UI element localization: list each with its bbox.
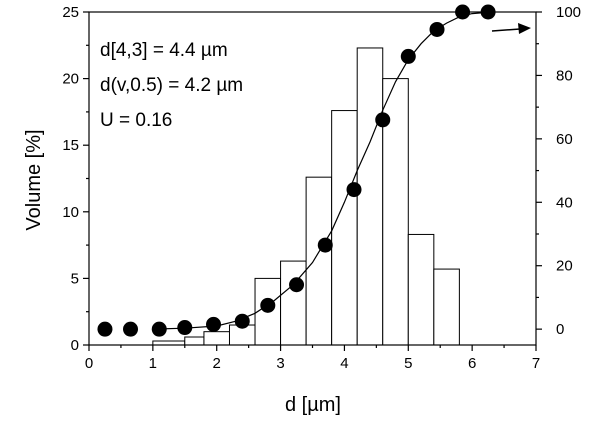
cumulative-point [234,313,250,329]
y2-tick-label: 100 [556,4,581,21]
x-axis-ticks: 0 1 2 3 4 5 6 7 [85,345,540,372]
histogram-bar [203,331,230,346]
x-tick-label: 5 [404,355,412,372]
x-tick-label: 4 [340,355,348,372]
cumulative-points [97,4,496,337]
cumulative-point [206,316,222,332]
x-tick-label: 2 [213,355,221,372]
cumulative-point [400,48,416,64]
histogram-bar [356,47,384,346]
y2-tick-label: 20 [556,258,573,275]
histogram-bars [152,47,460,346]
x-tick-label: 0 [85,355,93,372]
y-tick-label: 5 [71,270,79,287]
y-tick-label: 0 [71,337,79,354]
x-tick-label: 7 [532,355,540,372]
x-axis-title: d [µm] [285,394,341,416]
cumulative-point [260,297,276,313]
cumulative-point [123,321,139,337]
y-axis-ticks: 0 5 10 15 20 25 [62,4,89,354]
y2-tick-label: 60 [556,131,573,148]
y2-axis-ticks: 0 20 40 60 80 100 [536,4,581,338]
cumulative-point [429,21,445,37]
cumulative-point [151,321,167,337]
y2-tick-label: 80 [556,67,573,84]
x-tick-label: 1 [149,355,157,372]
y-tick-label: 10 [62,204,79,221]
cumulative-point [317,237,333,253]
cumulative-point [346,182,362,198]
annotation-dv05: d(v,0.5) = 4.2 µm [100,75,243,96]
cumulative-point [375,112,391,128]
annotation-d43: d[4,3] = 4.4 µm [100,40,228,61]
x-tick-label: 3 [276,355,284,372]
cumulative-point [177,320,193,336]
right-arrow-icon [491,23,531,34]
histogram-bar [433,268,460,346]
cumulative-point [97,321,113,337]
histogram-bar [305,176,333,346]
cumulative-point [289,277,305,293]
annotation-uniformity: U = 0.16 [100,110,172,131]
y-axis-title: Volume [%] [23,129,45,230]
y2-tick-label: 40 [556,194,573,211]
y-tick-label: 25 [62,4,79,21]
histogram-bar [184,336,205,346]
x-tick-label: 6 [468,355,476,372]
histogram-bar [331,110,358,346]
y-tick-label: 20 [62,71,79,88]
y2-tick-label: 0 [556,321,564,338]
histogram-bar [407,233,435,346]
y-tick-label: 15 [62,137,79,154]
